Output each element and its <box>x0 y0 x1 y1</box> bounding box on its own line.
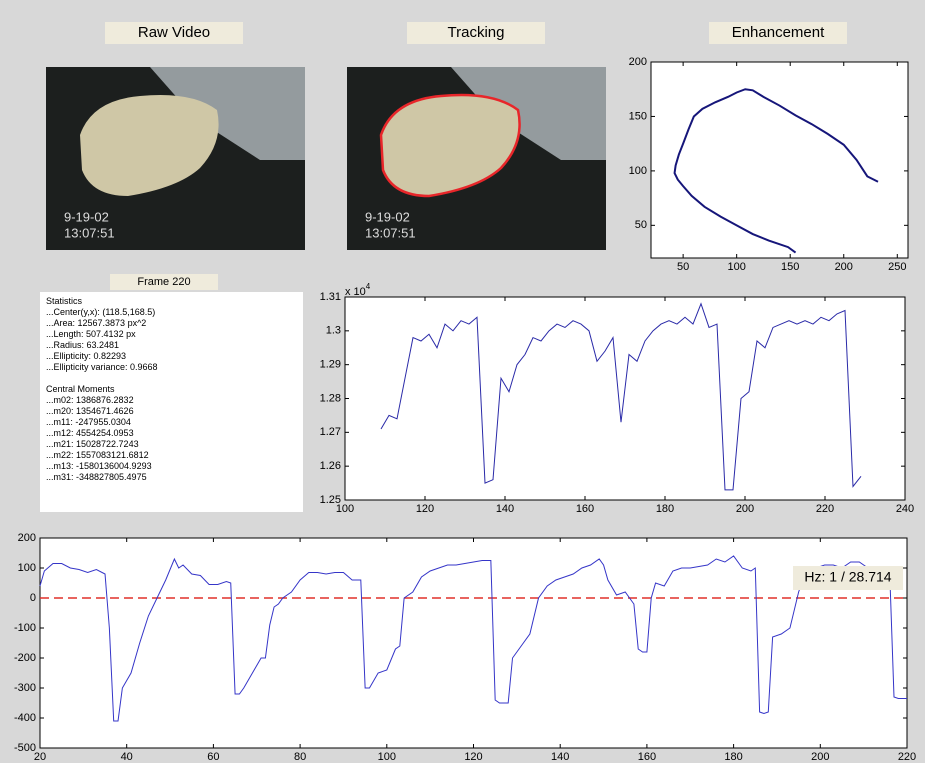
y-tick-label: 0 <box>30 592 36 604</box>
y-tick-label: 1.25 <box>320 494 341 506</box>
timestamp: 13:07:51 <box>365 225 416 240</box>
x-tick-label: 250 <box>888 261 906 273</box>
y-tick-label: -300 <box>14 682 36 694</box>
stats-line: ...m13: -1580136004.9293 <box>46 461 152 471</box>
plot-area <box>651 62 908 258</box>
raw-video-frame: 9-19-02 13:07:51 <box>46 67 305 250</box>
y-tick-label: 1.27 <box>320 426 341 438</box>
timestamp: 9-19-02 <box>365 209 410 224</box>
tracking-frame: 9-19-02 13:07:51 <box>347 67 606 250</box>
timestamp: 13:07:51 <box>64 225 115 240</box>
y-tick-label: 150 <box>629 110 647 122</box>
x-tick-label: 150 <box>781 261 799 273</box>
x-tick-label: 100 <box>378 751 396 763</box>
x-tick-label: 50 <box>677 261 689 273</box>
x-tick-label: 200 <box>736 503 754 515</box>
x-tick-label: 200 <box>811 751 829 763</box>
x-tick-label: 220 <box>816 503 834 515</box>
timestamp: 9-19-02 <box>64 209 109 224</box>
stats-line: ...Area: 12567.3873 px^2 <box>46 318 146 328</box>
stats-line: ...Length: 507.4132 px <box>46 329 136 339</box>
y-tick-label: 200 <box>18 532 36 544</box>
frame-label: Frame 220 <box>137 276 190 288</box>
y-tick-label: 1.29 <box>320 359 341 371</box>
stats-line: ...Ellipticity variance: 0.9668 <box>46 362 158 372</box>
x-tick-label: 180 <box>724 751 742 763</box>
y-tick-label: 1.3 <box>326 325 341 337</box>
x-tick-label: 60 <box>207 751 219 763</box>
multiplier-base: x 10 <box>345 286 366 298</box>
stats-line: ...m11: -247955.0304 <box>46 417 131 427</box>
multiplier-exponent: 4 <box>366 282 371 291</box>
y-tick-label: 1.28 <box>320 392 341 404</box>
x-tick-label: 80 <box>294 751 306 763</box>
y-tick-label: -200 <box>14 652 36 664</box>
y-tick-label: -500 <box>14 742 36 754</box>
stats-line: ...m12: 4554254.0953 <box>46 428 134 438</box>
panel-title: Enhancement <box>732 24 825 41</box>
x-tick-label: 160 <box>576 503 594 515</box>
stats-line: ...Radius: 63.2481 <box>46 340 119 350</box>
x-tick-label: 200 <box>835 261 853 273</box>
stats-line: ...m20: 1354671.4626 <box>46 406 134 416</box>
tracking-window: Raw Video Tracking Enhancement 9-19-02 1… <box>0 0 925 763</box>
y-tick-label: 100 <box>629 165 647 177</box>
x-tick-label: 140 <box>551 751 569 763</box>
x-tick-label: 120 <box>464 751 482 763</box>
y-tick-label: 50 <box>635 219 647 231</box>
y-tick-label: -400 <box>14 712 36 724</box>
plot-area <box>345 297 905 500</box>
stats-title: Central Moments <box>46 384 115 394</box>
hz-annotation: Hz: 1 / 28.714 <box>804 569 891 585</box>
stats-line: ...Center(y,x): (118.5,168.5) <box>46 307 155 317</box>
stats-line: ...m02: 1386876.2832 <box>46 395 134 405</box>
y-tick-label: 1.31 <box>320 291 341 303</box>
y-tick-label: 100 <box>18 562 36 574</box>
x-tick-label: 240 <box>896 503 914 515</box>
stats-line: ...m31: -348827805.4975 <box>46 472 147 482</box>
stats-line: ...m22: 1557083121.6812 <box>46 450 149 460</box>
y-tick-label: 200 <box>629 56 647 68</box>
x-tick-label: 100 <box>727 261 745 273</box>
x-tick-label: 220 <box>898 751 916 763</box>
x-tick-label: 180 <box>656 503 674 515</box>
y-tick-label: 1.26 <box>320 460 341 472</box>
x-tick-label: 120 <box>416 503 434 515</box>
stats-title: Statistics <box>46 296 83 306</box>
x-tick-label: 140 <box>496 503 514 515</box>
stats-line: ...m21: 15028722.7243 <box>46 439 139 449</box>
panel-title: Tracking <box>448 24 505 41</box>
x-tick-label: 160 <box>638 751 656 763</box>
x-tick-label: 40 <box>121 751 133 763</box>
stats-line: ...Ellipticity: 0.82293 <box>46 351 126 361</box>
panel-title: Raw Video <box>138 24 210 41</box>
y-tick-label: -100 <box>14 622 36 634</box>
